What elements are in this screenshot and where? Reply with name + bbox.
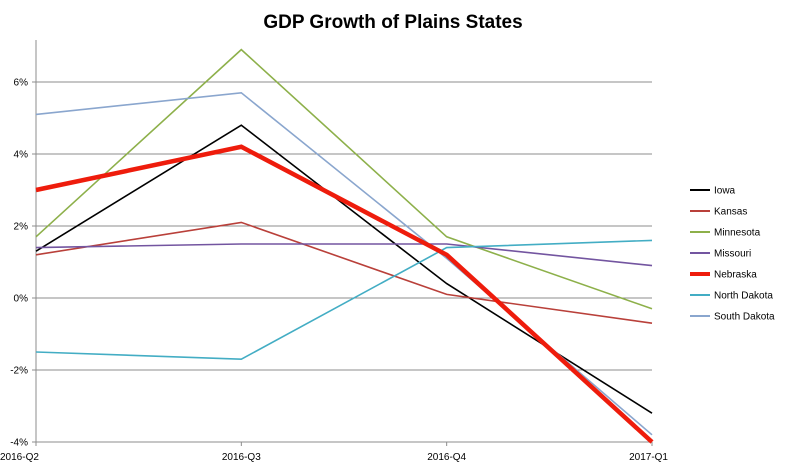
y-tick-label: 0% (14, 294, 29, 305)
y-tick-label: -2% (10, 366, 28, 377)
x-tick-label: 2016-Q4 (427, 452, 466, 463)
legend-item: North Dakota (690, 291, 773, 302)
legend-item: Iowa (690, 186, 736, 197)
legend-item: Minnesota (690, 228, 761, 239)
legend-item: Nebraska (690, 270, 757, 281)
legend-label: Missouri (714, 249, 751, 260)
axes: -4% -2% 0% 2% 4% 6% 2016-Q2 2016-Q3 2016-Q4 2017-… (0, 40, 668, 463)
legend-label: Minnesota (714, 228, 761, 239)
x-tick-label: 2016-Q2 (0, 452, 39, 463)
legend-label: South Dakota (714, 312, 775, 323)
legend-item: Kansas (690, 207, 747, 218)
legend-label: North Dakota (714, 291, 773, 302)
series-line-nebraska (35, 144, 654, 444)
x-tick-label: 2017-Q1 (629, 452, 668, 463)
series-lines (35, 48, 654, 444)
series-line-kansas (35, 221, 653, 324)
x-tick-label: 2016-Q3 (222, 452, 261, 463)
y-tick-label: 4% (14, 150, 29, 161)
y-tick-label: 2% (14, 222, 29, 233)
gridlines (36, 81, 652, 371)
series-line-minnesota (35, 48, 653, 310)
legend-item: Missouri (690, 249, 751, 260)
series-line-missouri (35, 243, 653, 267)
chart-title: GDP Growth of Plains States (263, 12, 522, 33)
y-tick-label: 6% (14, 78, 29, 89)
legend-item: South Dakota (690, 312, 775, 323)
y-tick-label: -4% (10, 438, 28, 449)
legend-label: Iowa (714, 186, 736, 197)
series-line-north-dakota (35, 239, 653, 361)
legend-label: Kansas (714, 207, 747, 218)
legend: Iowa Kansas Minnesota Missouri Nebraska North… (690, 186, 775, 323)
legend-label: Nebraska (714, 270, 757, 281)
